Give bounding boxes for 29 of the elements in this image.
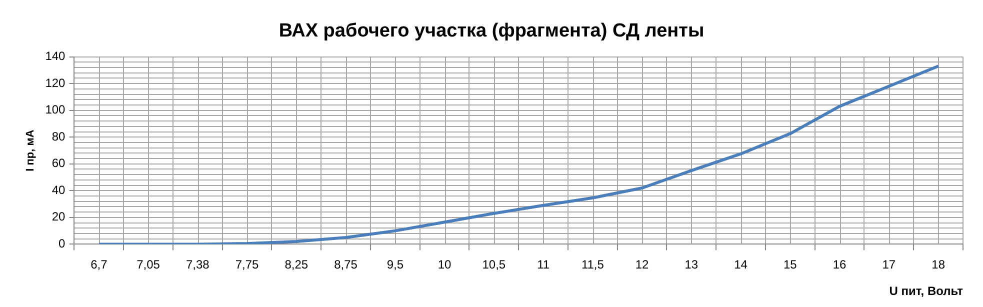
y-tick-label: 120 (45, 76, 66, 90)
x-tick-label: 17 (882, 258, 896, 272)
y-tick-label: 20 (52, 210, 66, 224)
x-tick-label: 15 (784, 258, 798, 272)
y-tick-label: 80 (52, 129, 66, 144)
x-axis-title: U пит, Вольт (889, 284, 964, 298)
x-tick-label: 6,7 (90, 258, 108, 272)
x-tick-label: 8,25 (284, 258, 308, 272)
x-tick-label: 8,75 (334, 258, 358, 272)
x-tick-label: 14 (734, 258, 748, 272)
x-tick-label: 12 (635, 258, 650, 272)
x-tick-label: 10,5 (482, 258, 506, 272)
x-tick-label: 7,38 (186, 258, 210, 272)
y-tick-label: 100 (45, 102, 66, 117)
x-tick-label: 10 (438, 258, 452, 272)
x-tick-label: 18 (932, 258, 946, 272)
x-tick-label: 9,5 (386, 258, 404, 272)
x-tick-label: 11 (537, 258, 550, 272)
x-tick-label: 13 (684, 258, 698, 272)
y-tick-label: 60 (52, 156, 66, 170)
y-tick-label: 140 (45, 49, 66, 64)
x-tick-label: 16 (832, 258, 847, 272)
x-tick-label: 7,75 (235, 258, 260, 272)
y-tick-label: 40 (52, 182, 66, 197)
y-tick-label: 0 (58, 236, 66, 251)
x-tick-label: 7,05 (136, 258, 160, 272)
y-axis-title: I пр, мА (24, 130, 37, 172)
chart-title: ВАХ рабочего участка (фрагмента) СД ленты (278, 20, 704, 42)
x-tick-label: 11,5 (581, 258, 604, 272)
